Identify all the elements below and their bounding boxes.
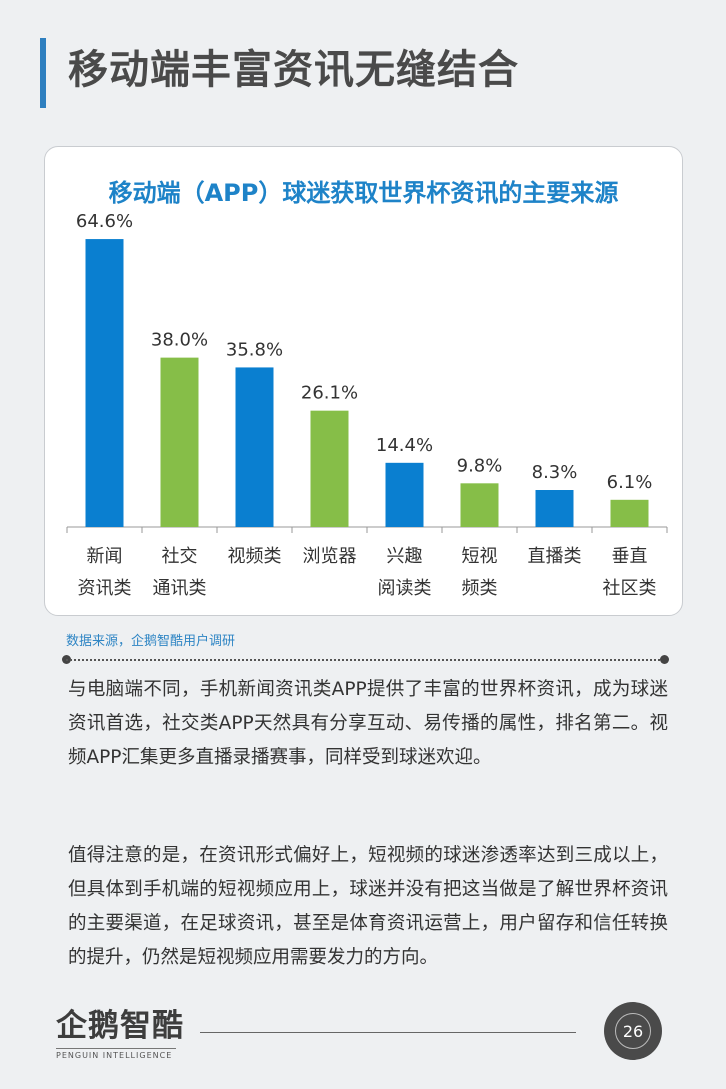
data-label: 35.8% [226,339,283,360]
data-label: 26.1% [301,383,358,404]
category-label: 浏览器 [303,546,357,567]
data-label: 6.1% [607,472,653,493]
category-label: 社区类 [603,578,657,599]
category-label: 资讯类 [78,578,132,599]
data-label: 14.4% [376,435,433,456]
title-accent-bar [40,38,46,108]
page-number-badge: 26 [604,1002,662,1060]
logo-subtext: PENGUIN INTELLIGENCE [56,1048,176,1060]
bar [460,483,499,527]
category-label: 新闻 [87,546,123,567]
category-label: 短视 [462,546,498,567]
category-label: 阅读类 [378,578,432,599]
data-label: 38.0% [151,330,208,351]
page-title: 移动端丰富资讯无缝结合 [68,47,519,93]
bar [235,367,274,527]
chart-title: 移动端（APP）球迷获取世界杯资讯的主要来源 [108,179,619,207]
category-label: 直播类 [528,546,582,567]
footer-line [200,1032,576,1033]
chart-card: 64.6% 新闻资讯类 38.0% 社交通讯类 35.8% 视频类 26.1% 浏览器 14.4… [44,146,683,616]
category-label: 通讯类 [153,578,207,599]
bar [160,357,199,527]
page-number: 26 [615,1013,651,1049]
data-label: 64.6% [76,211,133,232]
category-label: 垂直 [612,546,648,567]
category-label: 视频类 [228,546,282,567]
paragraph-2: 值得注意的是，在资讯形式偏好上，短视频的球迷渗透率达到三成以上，但具体到手机端的… [68,845,668,968]
data-label: 9.8% [457,455,503,476]
category-label: 社交 [162,546,198,567]
data-label: 8.3% [532,462,578,483]
dotted-divider [66,659,664,661]
bar [385,462,424,527]
category-label: 兴趣 [387,546,423,567]
divider-dot-right [660,655,669,664]
logo-text: 企鹅智酷 [56,1008,184,1044]
paragraph-1: 与电脑端不同，手机新闻资讯类APP提供了丰富的世界杯资讯，成为球迷资讯首选，社交… [68,679,668,768]
category-label: 频类 [462,578,498,599]
data-source: 数据来源，企鹅智酷用户调研 [66,634,236,649]
bar [535,490,574,527]
bar [85,239,124,527]
bar [310,410,349,527]
bar [610,499,649,527]
penguin-logo: 企鹅智酷 PENGUIN INTELLIGENCE [56,1008,206,1064]
